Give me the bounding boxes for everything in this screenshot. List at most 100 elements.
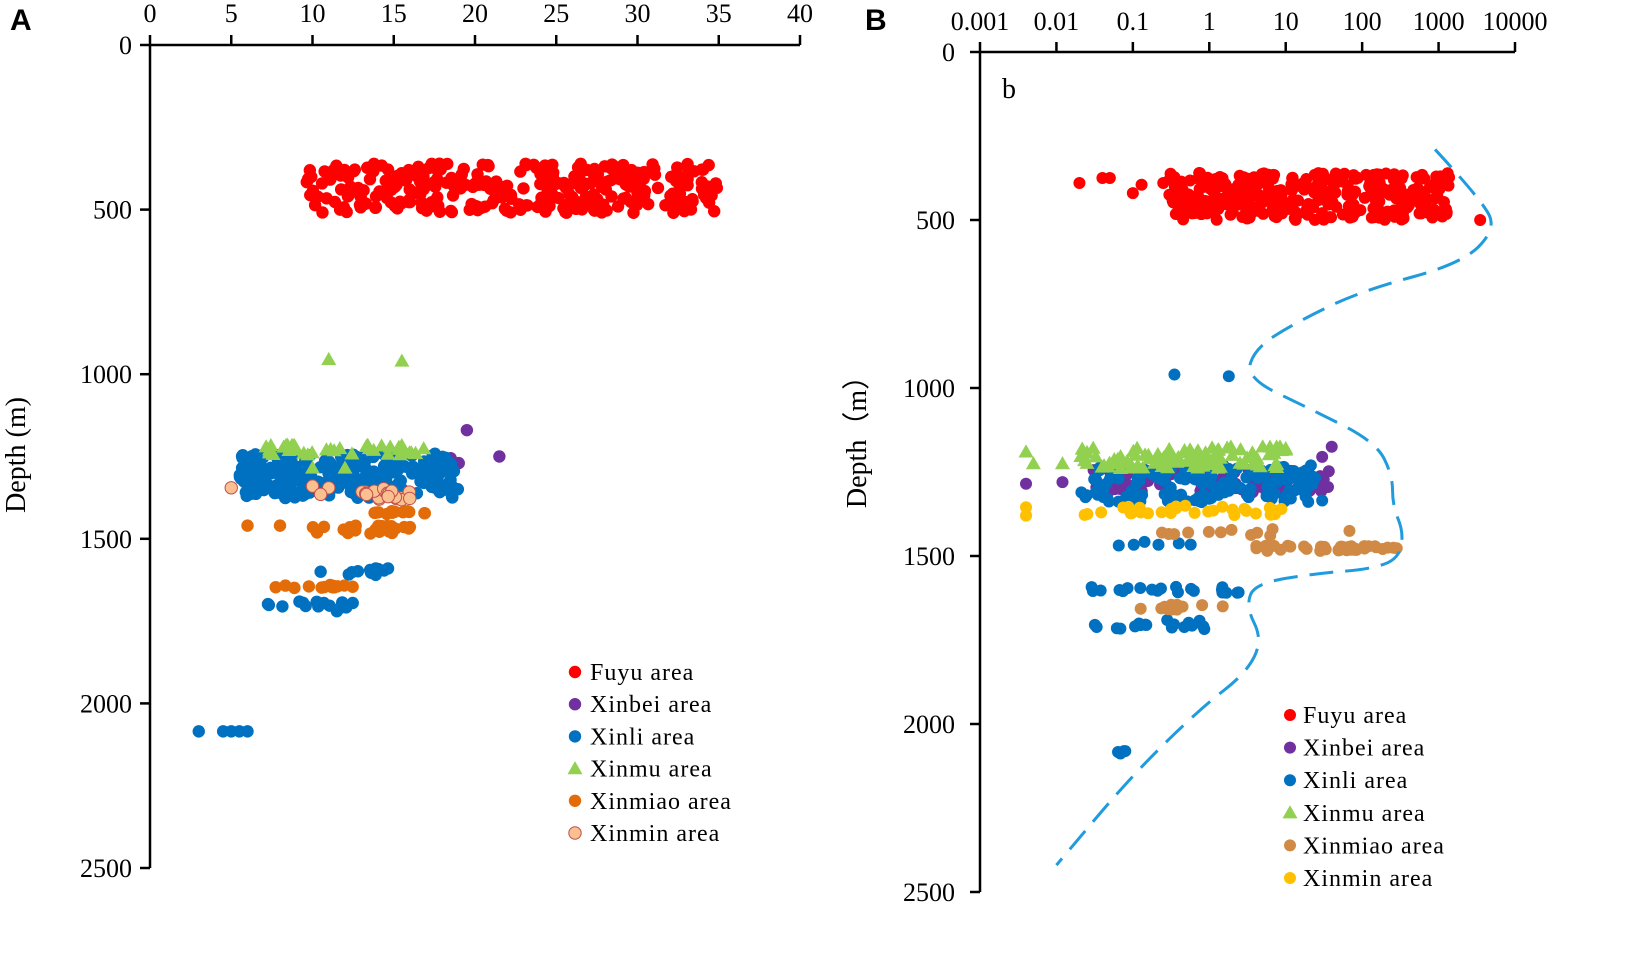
data-point bbox=[385, 183, 398, 196]
data-point bbox=[369, 201, 382, 215]
series-xinmin-area bbox=[224, 479, 417, 507]
data-point bbox=[321, 351, 337, 366]
data-point bbox=[444, 204, 458, 218]
data-point bbox=[1018, 444, 1034, 458]
data-point bbox=[1358, 542, 1371, 555]
data-point bbox=[1284, 492, 1297, 505]
data-point bbox=[1168, 368, 1181, 381]
data-point bbox=[1313, 167, 1326, 180]
data-point bbox=[1085, 440, 1101, 454]
data-point bbox=[1438, 203, 1451, 216]
data-point bbox=[669, 174, 683, 188]
data-point bbox=[1325, 440, 1338, 453]
data-point bbox=[358, 438, 374, 452]
data-point bbox=[1020, 477, 1033, 490]
data-point bbox=[1020, 509, 1033, 522]
data-point bbox=[1220, 586, 1233, 599]
panel-b-y-label: Depth（m） bbox=[841, 362, 873, 508]
legend-entry: Xinmin area bbox=[1284, 866, 1432, 892]
data-point bbox=[403, 195, 417, 209]
data-point bbox=[1088, 618, 1101, 631]
data-point bbox=[250, 452, 264, 465]
data-point bbox=[398, 460, 411, 473]
data-point bbox=[359, 487, 374, 502]
data-point bbox=[342, 188, 356, 202]
data-point bbox=[638, 184, 652, 198]
data-point bbox=[504, 206, 517, 219]
data-point bbox=[1238, 502, 1251, 515]
data-point bbox=[1387, 541, 1400, 554]
data-point bbox=[1216, 500, 1229, 513]
legend-label: Xinmiao area bbox=[590, 789, 732, 815]
data-point bbox=[1410, 171, 1423, 184]
y-tick-label: 2500 bbox=[80, 854, 132, 883]
series-xinmiao-area bbox=[241, 504, 432, 595]
data-point bbox=[681, 160, 694, 173]
data-point bbox=[1124, 507, 1137, 520]
panel-b-label: B bbox=[865, 4, 887, 37]
data-point bbox=[436, 450, 449, 464]
data-point bbox=[368, 506, 381, 520]
data-point bbox=[236, 449, 249, 462]
data-point bbox=[1182, 526, 1195, 539]
x-tick-label: 10 bbox=[1273, 7, 1299, 36]
data-point bbox=[346, 580, 359, 593]
series-xinmu-area bbox=[1018, 439, 1294, 475]
data-point bbox=[1315, 485, 1328, 498]
data-point bbox=[680, 168, 694, 182]
data-point bbox=[1110, 622, 1123, 635]
data-point bbox=[1212, 450, 1228, 464]
data-point bbox=[1249, 507, 1262, 520]
data-point bbox=[1097, 490, 1110, 503]
data-point bbox=[1188, 506, 1201, 519]
data-point bbox=[1238, 185, 1251, 198]
data-point bbox=[1073, 177, 1086, 190]
data-point bbox=[1133, 475, 1146, 488]
data-point bbox=[1177, 442, 1193, 457]
data-point bbox=[605, 190, 618, 203]
y-tick-label: 500 bbox=[93, 196, 132, 225]
data-point bbox=[591, 168, 605, 181]
data-point bbox=[309, 524, 323, 537]
data-point bbox=[1264, 483, 1277, 496]
y-tick-label: 1000 bbox=[80, 360, 132, 389]
data-point bbox=[418, 507, 432, 520]
data-point bbox=[340, 205, 353, 219]
data-point bbox=[489, 181, 503, 195]
data-point bbox=[251, 471, 264, 484]
legend-label: Xinmu area bbox=[590, 757, 713, 783]
x-tick-label: 10000 bbox=[1483, 7, 1548, 36]
data-point bbox=[460, 423, 474, 437]
data-point bbox=[1227, 482, 1240, 495]
data-point bbox=[1370, 541, 1383, 554]
data-point bbox=[1212, 459, 1228, 473]
data-point bbox=[608, 160, 621, 173]
legend-entry: Xinmu area bbox=[567, 757, 713, 783]
data-point bbox=[1134, 602, 1147, 615]
data-point bbox=[487, 193, 500, 207]
data-point bbox=[1112, 460, 1128, 475]
legend-marker bbox=[1284, 709, 1296, 721]
y-tick-label: 0 bbox=[942, 38, 955, 67]
data-point bbox=[273, 519, 287, 532]
data-point bbox=[446, 178, 459, 191]
data-point bbox=[1184, 538, 1197, 551]
data-point bbox=[367, 165, 380, 178]
data-point bbox=[240, 489, 253, 503]
data-point bbox=[1207, 479, 1220, 492]
panel-a-y-label: Depth (m) bbox=[1, 397, 32, 513]
y-tick-label: 1000 bbox=[903, 374, 955, 403]
data-point bbox=[278, 437, 294, 451]
x-tick-label: 0 bbox=[144, 0, 157, 28]
data-point bbox=[1076, 448, 1092, 462]
data-point bbox=[481, 158, 495, 172]
data-point bbox=[1081, 508, 1094, 521]
data-point bbox=[651, 181, 665, 195]
data-point bbox=[1224, 447, 1240, 461]
data-point bbox=[1342, 200, 1355, 213]
data-point bbox=[1262, 439, 1278, 453]
data-point bbox=[337, 523, 350, 536]
data-point bbox=[1094, 584, 1107, 597]
data-point bbox=[1250, 542, 1263, 555]
data-point bbox=[1267, 168, 1280, 181]
